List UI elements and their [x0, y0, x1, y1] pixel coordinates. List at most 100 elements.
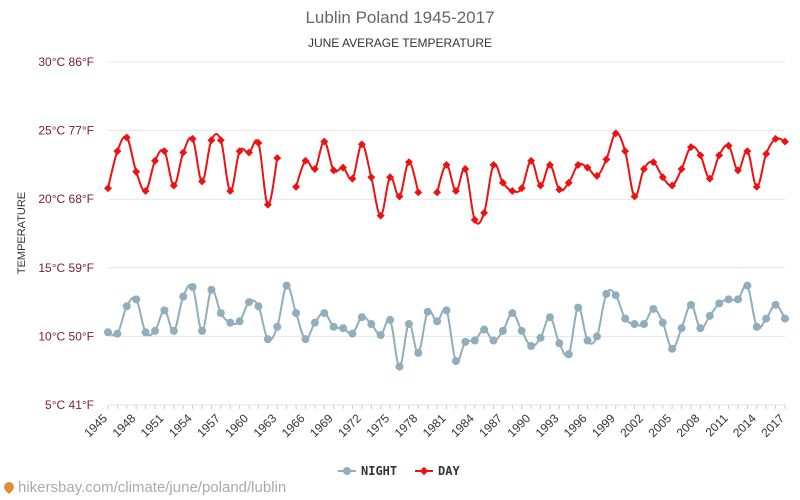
day-data-point[interactable] — [245, 148, 254, 157]
day-data-point[interactable] — [771, 134, 780, 143]
day-data-point[interactable] — [188, 134, 197, 143]
night-data-point[interactable] — [781, 314, 789, 323]
day-data-point[interactable] — [762, 149, 771, 158]
day-data-point[interactable] — [639, 165, 648, 173]
day-data-point[interactable] — [470, 215, 479, 224]
night-data-point[interactable] — [668, 344, 677, 353]
day-data-point[interactable] — [198, 177, 206, 186]
night-data-point[interactable] — [724, 295, 733, 304]
night-data-point[interactable] — [282, 281, 291, 290]
day-data-point[interactable] — [517, 184, 526, 193]
night-data-point[interactable] — [245, 298, 254, 307]
day-data-point[interactable] — [752, 182, 761, 191]
day-data-point[interactable] — [696, 151, 705, 160]
night-data-point[interactable] — [611, 291, 620, 300]
night-data-point[interactable] — [414, 348, 423, 357]
night-data-point[interactable] — [292, 309, 301, 318]
night-data-point[interactable] — [705, 311, 714, 320]
night-data-point[interactable] — [198, 326, 207, 335]
day-data-point[interactable] — [367, 173, 376, 182]
night-data-point[interactable] — [658, 318, 667, 327]
day-data-point[interactable] — [715, 151, 724, 160]
night-data-point[interactable] — [433, 317, 442, 326]
day-data-point[interactable] — [348, 174, 357, 183]
day-data-point[interactable] — [602, 155, 611, 164]
day-data-point[interactable] — [169, 181, 178, 190]
night-data-point[interactable] — [508, 309, 517, 318]
night-data-point[interactable] — [592, 332, 601, 341]
day-data-point[interactable] — [301, 156, 310, 165]
night-data-point[interactable] — [639, 320, 648, 329]
night-data-point[interactable] — [771, 300, 780, 309]
day-data-point[interactable] — [433, 188, 442, 197]
night-data-point[interactable] — [104, 328, 112, 337]
night-data-point[interactable] — [423, 307, 432, 316]
day-data-point[interactable] — [498, 178, 507, 187]
night-data-point[interactable] — [733, 295, 742, 304]
day-data-point[interactable] — [451, 187, 460, 195]
night-data-point[interactable] — [235, 317, 244, 326]
day-data-point[interactable] — [339, 163, 348, 172]
day-data-point[interactable] — [122, 133, 131, 142]
day-data-point[interactable] — [592, 171, 601, 180]
day-data-point[interactable] — [113, 147, 122, 156]
night-data-point[interactable] — [320, 309, 329, 318]
night-data-point[interactable] — [451, 357, 460, 366]
night-data-point[interactable] — [404, 320, 413, 329]
day-data-point[interactable] — [273, 154, 282, 162]
day-data-point[interactable] — [734, 166, 742, 175]
day-data-point[interactable] — [555, 185, 564, 194]
day-data-point[interactable] — [649, 158, 658, 167]
day-data-point[interactable] — [141, 187, 150, 195]
night-data-point[interactable] — [122, 302, 131, 311]
night-data-point[interactable] — [555, 339, 564, 348]
night-data-point[interactable] — [649, 304, 658, 313]
legend-item-day[interactable]: DAY — [415, 464, 460, 478]
night-data-point[interactable] — [329, 322, 338, 331]
night-data-point[interactable] — [273, 322, 282, 331]
night-data-point[interactable] — [376, 331, 385, 340]
day-data-point[interactable] — [329, 166, 338, 175]
night-data-point[interactable] — [207, 285, 216, 294]
night-data-point[interactable] — [395, 362, 404, 371]
night-data-point[interactable] — [113, 329, 122, 338]
day-data-point[interactable] — [404, 158, 413, 167]
night-data-point[interactable] — [470, 336, 479, 345]
night-data-point[interactable] — [583, 336, 592, 345]
night-data-point[interactable] — [141, 328, 150, 337]
night-data-point[interactable] — [151, 326, 160, 335]
night-data-point[interactable] — [160, 306, 169, 315]
night-data-point[interactable] — [743, 281, 752, 290]
day-data-point[interactable] — [160, 147, 169, 156]
day-data-point[interactable] — [781, 137, 789, 146]
night-data-point[interactable] — [132, 295, 141, 304]
day-data-point[interactable] — [292, 182, 301, 191]
night-data-point[interactable] — [564, 350, 573, 359]
night-data-point[interactable] — [574, 303, 583, 312]
day-data-point[interactable] — [179, 148, 188, 157]
night-data-point[interactable] — [602, 289, 611, 298]
day-data-point[interactable] — [480, 208, 489, 217]
night-data-point[interactable] — [545, 313, 554, 322]
night-data-point[interactable] — [442, 306, 451, 315]
night-data-point[interactable] — [489, 336, 498, 345]
day-data-point[interactable] — [263, 200, 272, 209]
night-data-point[interactable] — [310, 318, 319, 327]
night-data-point[interactable] — [367, 320, 376, 329]
day-data-point[interactable] — [658, 173, 667, 182]
night-data-point[interactable] — [386, 315, 395, 324]
day-data-point[interactable] — [743, 147, 752, 156]
day-data-point[interactable] — [310, 165, 319, 173]
night-data-point[interactable] — [752, 322, 761, 331]
day-data-point[interactable] — [386, 173, 395, 182]
night-data-point[interactable] — [696, 324, 705, 333]
day-data-point[interactable] — [414, 188, 423, 197]
day-data-point[interactable] — [677, 165, 686, 173]
night-data-point[interactable] — [498, 326, 507, 335]
day-data-point[interactable] — [536, 181, 545, 190]
day-data-point[interactable] — [226, 187, 235, 195]
source-watermark[interactable]: hikersbay.com/climate/june/poland/lublin — [1, 479, 286, 496]
day-data-point[interactable] — [489, 160, 498, 169]
night-data-point[interactable] — [480, 325, 489, 334]
day-data-point[interactable] — [583, 163, 592, 172]
